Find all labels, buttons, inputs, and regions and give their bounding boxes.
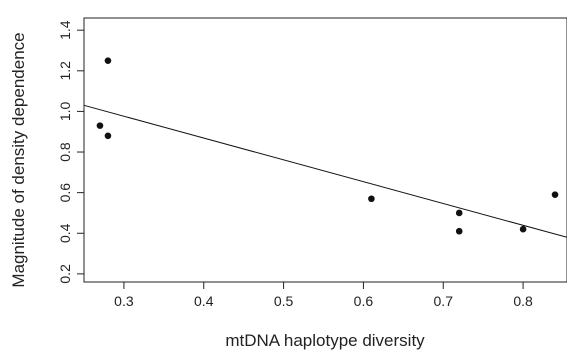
data-point: [455, 227, 463, 235]
x-tick-label: 0.4: [194, 293, 214, 309]
data-point: [104, 57, 112, 64]
y-tick-label: 0.4: [57, 223, 73, 243]
x-axis-title: mtDNA haplotype diversity: [225, 331, 425, 350]
x-tick-label: 0.6: [354, 293, 374, 309]
x-axis: 0.3 0.4 0.5 0.6 0.7 0.8: [114, 282, 533, 309]
y-axis: 0.2 0.4 0.6 0.8 1.0 1.2 1.4: [57, 20, 84, 284]
plot-frame: [83, 17, 567, 283]
x-tick-label: 0.5: [274, 293, 294, 309]
x-tick-label: 0.8: [513, 293, 533, 309]
y-tick-label: 0.6: [57, 183, 73, 203]
data-point: [519, 225, 527, 233]
regression-line: [83, 104, 567, 238]
x-tick-label: 0.7: [434, 293, 454, 309]
data-point: [104, 132, 112, 140]
data-point: [551, 191, 559, 198]
data-point: [455, 209, 463, 217]
y-tick-label: 0.8: [57, 142, 73, 162]
y-axis-title: Magnitude of density dependence: [9, 32, 28, 287]
data-point: [96, 122, 104, 129]
y-tick-label: 0.2: [57, 264, 73, 284]
data-point: [368, 195, 375, 203]
data-points: [96, 57, 559, 235]
y-tick-label: 1.2: [57, 61, 73, 81]
y-tick-label: 1.4: [57, 20, 73, 40]
x-tick-label: 0.3: [114, 293, 134, 309]
y-tick-label: 1.0: [57, 101, 73, 121]
